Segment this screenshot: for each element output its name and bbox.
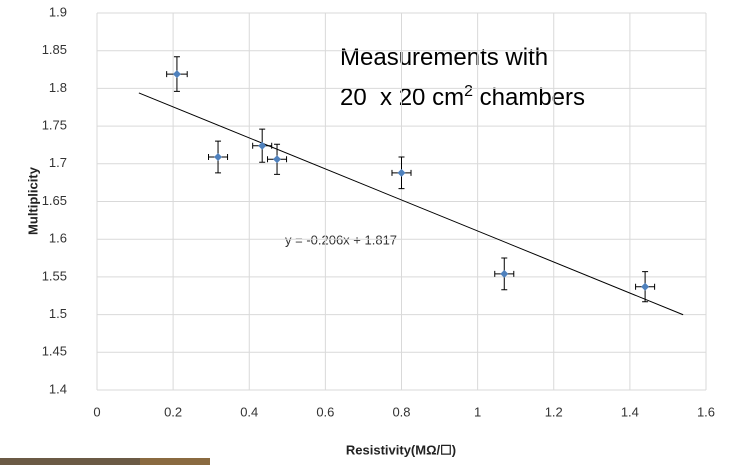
trendline: [138, 92, 684, 316]
x-tick-label: 1.2: [545, 404, 563, 419]
x-tick-label: 0.6: [316, 404, 334, 419]
y-tick-label: 1.55: [42, 268, 67, 283]
x-tick-label: 0: [93, 404, 100, 419]
point: [258, 141, 267, 150]
point: [273, 155, 282, 164]
trendline-equation: y = -0.206x + 1.817: [285, 232, 397, 247]
y-tick-label: 1.85: [42, 42, 67, 57]
x-tick-label: 0.2: [164, 404, 182, 419]
y-tick-label: 1.5: [49, 306, 67, 321]
y-tick-label: 1.4: [49, 381, 67, 396]
annotation: 20 x 20 cm2 chambers: [340, 83, 585, 111]
photo-fragment: [140, 458, 210, 465]
y-tick-label: 1.45: [42, 344, 67, 359]
y-tick-label: 1.9: [49, 4, 67, 19]
y-axis-title: Multiplicity: [25, 166, 40, 235]
x-tick-label: 0.8: [392, 404, 410, 419]
y-tick-label: 1.6: [49, 231, 67, 246]
x-tick-label: 0.4: [240, 404, 258, 419]
point: [214, 153, 223, 162]
y-tick-label: 1.75: [42, 118, 67, 133]
annotation-superscript: 2: [464, 83, 473, 100]
point: [641, 282, 650, 291]
point: [500, 269, 509, 278]
photo-fragment: [0, 458, 210, 465]
point: [397, 168, 406, 177]
annotation: Measurements with: [340, 44, 548, 71]
x-tick-label: 1.6: [697, 404, 715, 419]
x-tick-label: 1: [474, 404, 481, 419]
y-tick-label: 1.8: [49, 80, 67, 95]
point: [172, 70, 181, 79]
y-tick-label: 1.7: [49, 155, 67, 170]
x-tick-label: 1.4: [621, 404, 639, 419]
x-axis-title: Resistivity(MΩ/☐): [346, 442, 456, 457]
y-tick-label: 1.65: [42, 193, 67, 208]
